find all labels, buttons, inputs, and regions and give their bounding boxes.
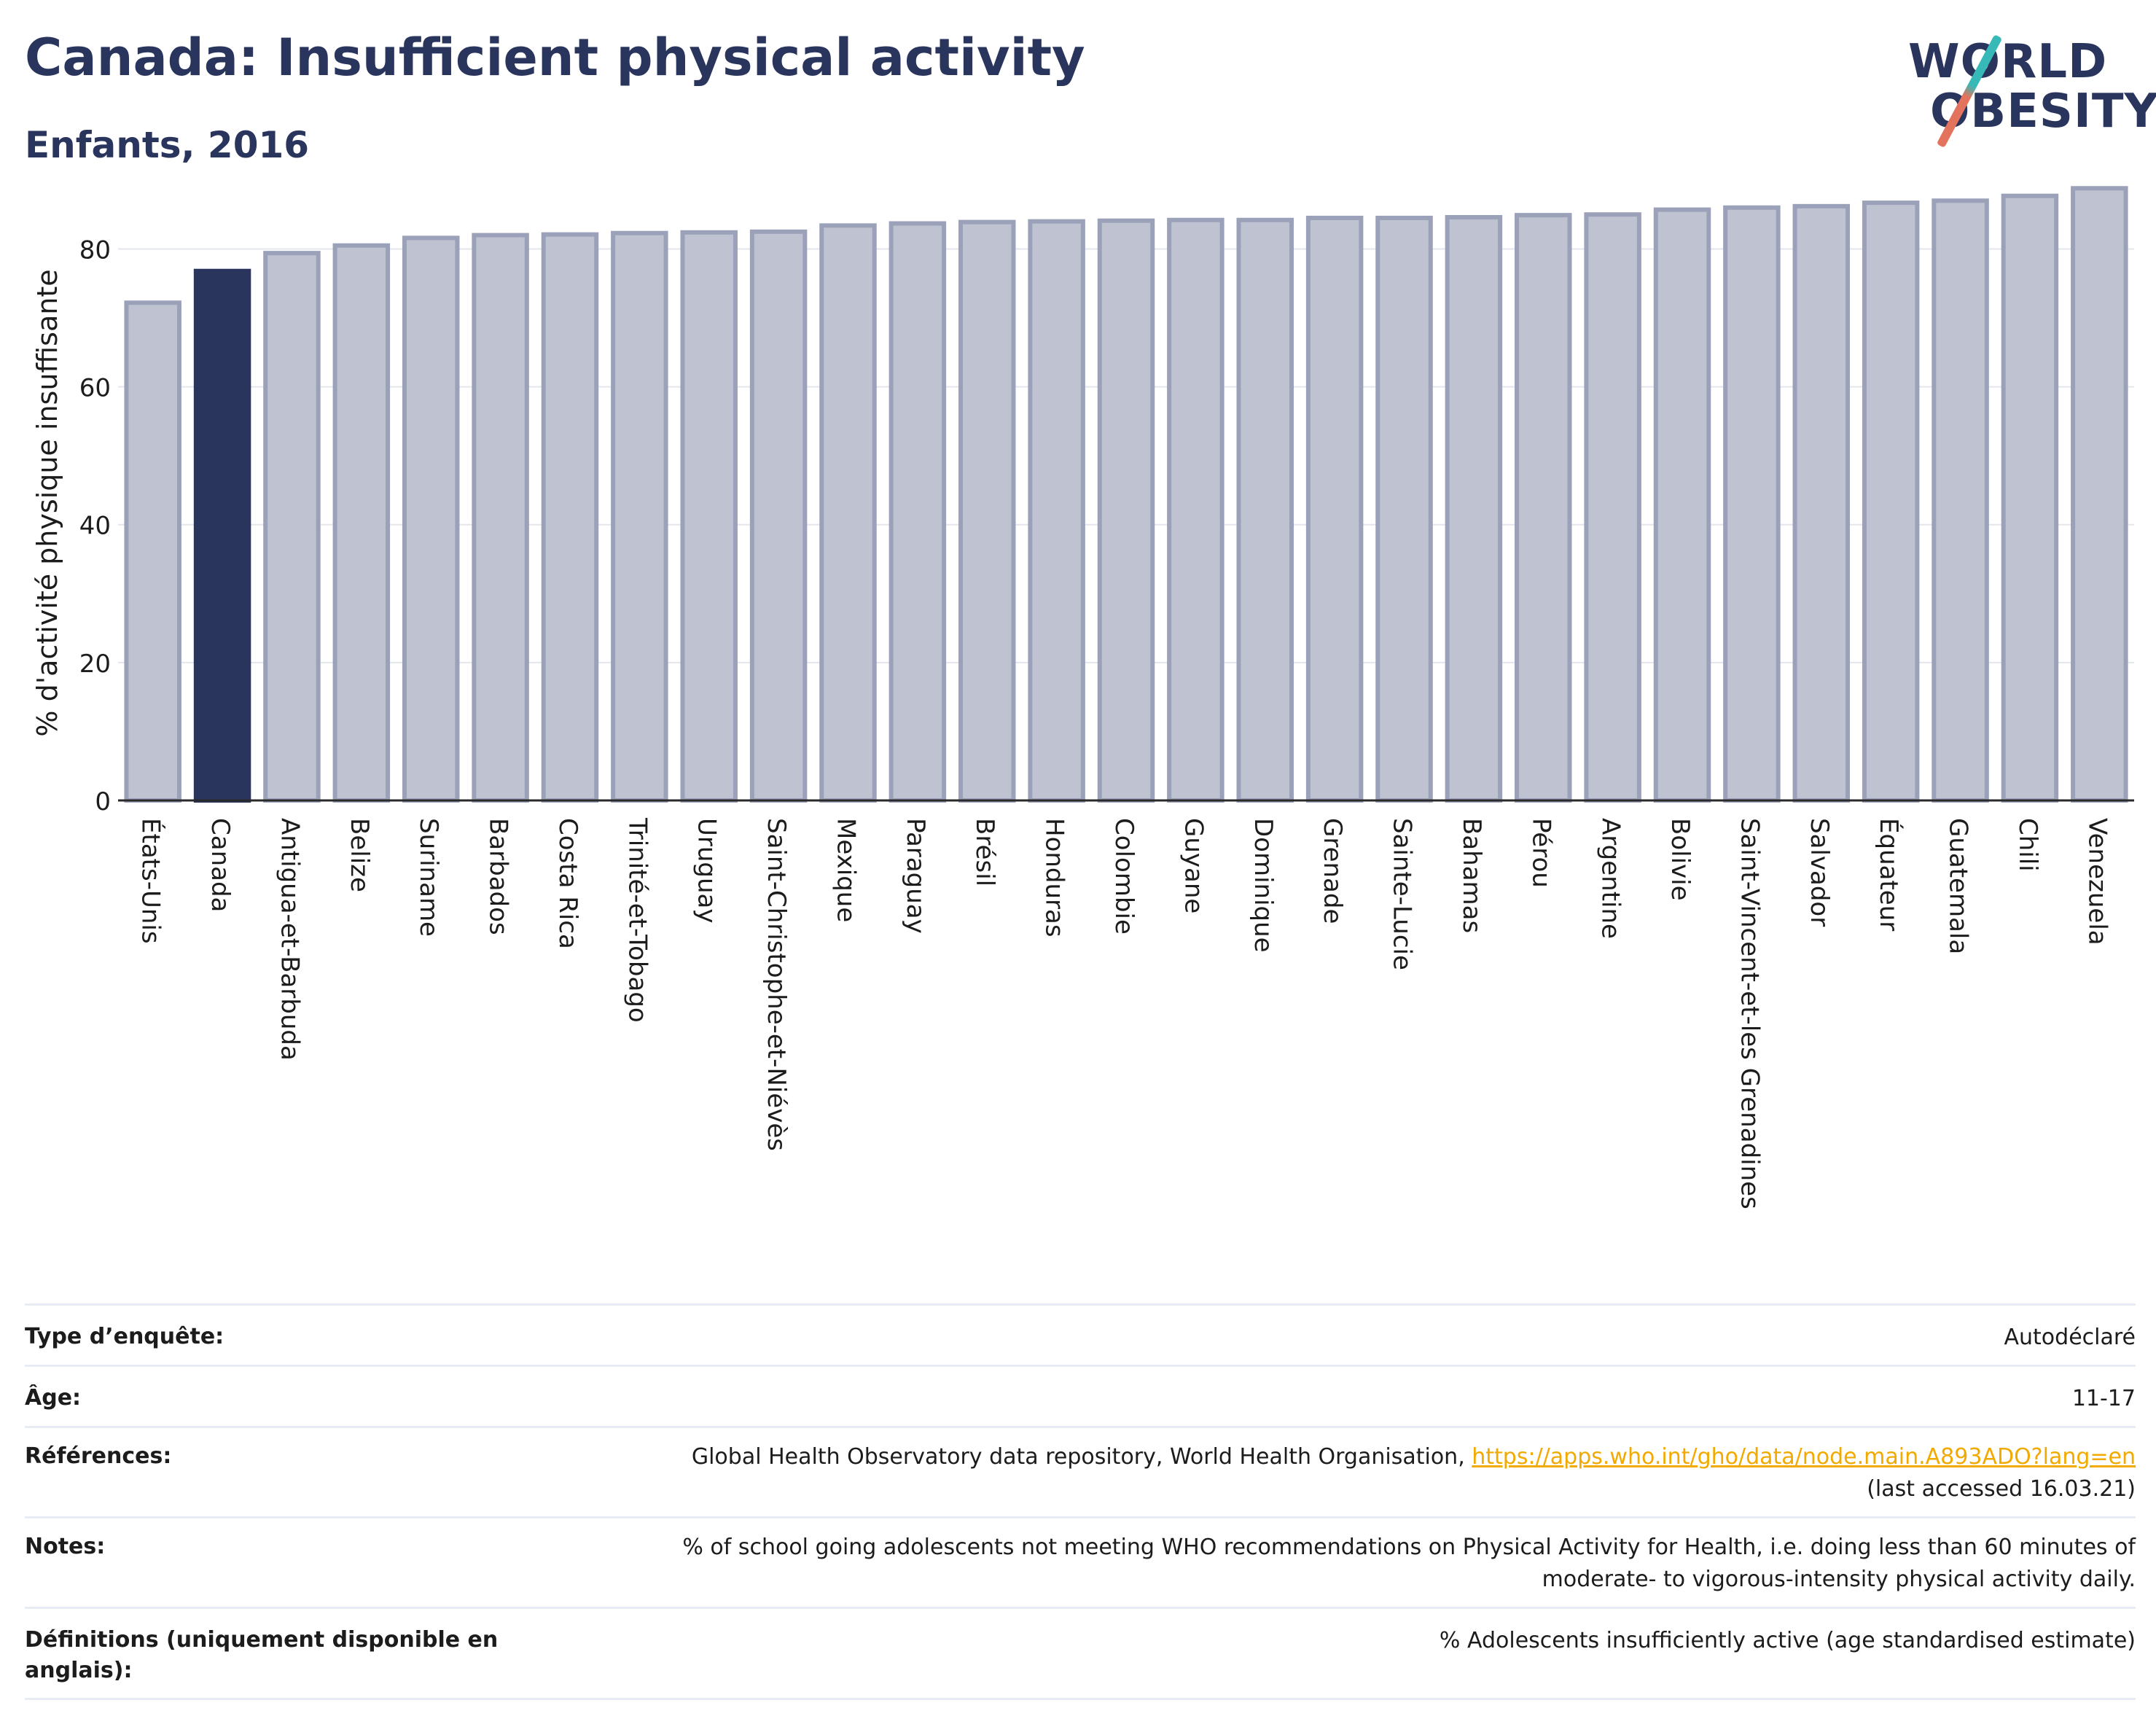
metadata-table: Type d’enquête: Autodéclaré Âge: 11-17 R… bbox=[25, 1303, 2136, 1700]
bar-18[interactable] bbox=[1375, 215, 1433, 803]
notes-value: % of school going adolescents not meetin… bbox=[682, 1532, 2136, 1596]
page-title: Canada: Insufficient physical activity bbox=[25, 28, 1085, 87]
y-tick-label: 80 bbox=[79, 235, 111, 265]
page-subtitle: Enfants, 2016 bbox=[25, 124, 310, 166]
x-tick-label: Grenade bbox=[1318, 818, 1347, 924]
bar-25[interactable] bbox=[1862, 200, 1920, 803]
y-tick-label: 40 bbox=[79, 512, 111, 541]
bar-10[interactable] bbox=[819, 223, 877, 803]
bar-6[interactable] bbox=[541, 232, 599, 803]
bar-20[interactable] bbox=[1515, 213, 1572, 803]
bar-23[interactable] bbox=[1723, 205, 1781, 803]
bar-8[interactable] bbox=[680, 230, 738, 803]
meta-row-references: Références: Global Health Observatory da… bbox=[25, 1426, 2136, 1516]
y-tick-label: 20 bbox=[79, 650, 111, 679]
bar-chart: États-Unis Canada Antigua-et-Barbuda Belize… bbox=[31, 186, 2134, 1209]
x-tick-label: Uruguay bbox=[692, 818, 722, 924]
x-tick-label: Venezuela bbox=[2082, 818, 2112, 946]
x-tick-label: Équateur bbox=[1874, 818, 1904, 931]
x-tick-label: Trinité-et-Tobago bbox=[622, 817, 652, 1023]
bar-21[interactable] bbox=[1584, 212, 1641, 803]
bar-0[interactable] bbox=[124, 300, 181, 803]
x-tick-label: États-Unis bbox=[136, 818, 166, 944]
y-tick-label: 0 bbox=[95, 787, 111, 816]
notes-label: Notes: bbox=[25, 1534, 106, 1559]
bar-4[interactable] bbox=[402, 235, 460, 803]
bar-16[interactable] bbox=[1236, 217, 1294, 803]
bar-13[interactable] bbox=[1028, 219, 1085, 803]
references-value: Global Health Observatory data repositor… bbox=[692, 1441, 2136, 1505]
y-axis-label: % d'activité physique insuffisante bbox=[31, 269, 63, 736]
meta-row-notes: Notes: % of school going adolescents not… bbox=[25, 1516, 2136, 1607]
references-label: Références: bbox=[25, 1443, 172, 1469]
bar-26[interactable] bbox=[1932, 198, 1989, 803]
age-label: Âge: bbox=[25, 1385, 82, 1411]
x-tick-label: Brésil bbox=[970, 818, 999, 886]
age-value: 11-17 bbox=[2071, 1386, 2136, 1411]
x-tick-label: Barbados bbox=[484, 818, 513, 935]
notes-line-1: % of school going adolescents not meetin… bbox=[682, 1535, 2136, 1560]
x-tick-label: Salvador bbox=[1805, 818, 1834, 927]
bar-28[interactable] bbox=[2071, 186, 2128, 803]
x-tick-label: Chili bbox=[2013, 818, 2042, 872]
bars bbox=[124, 186, 2128, 803]
survey-type-value: Autodéclaré bbox=[2004, 1325, 2136, 1350]
x-tick-labels: États-Unis Canada Antigua-et-Barbuda Belize… bbox=[136, 817, 2112, 1209]
x-tick-label: Pérou bbox=[1526, 818, 1555, 888]
x-tick-label: Mexique bbox=[831, 818, 860, 922]
references-text: Global Health Observatory data repositor… bbox=[691, 1444, 1472, 1470]
bar-1[interactable] bbox=[193, 268, 251, 803]
meta-row-age: Âge: 11-17 bbox=[25, 1365, 2136, 1426]
x-tick-label: Guyane bbox=[1179, 818, 1208, 913]
x-tick-label: Canada bbox=[206, 818, 235, 912]
bar-24[interactable] bbox=[1792, 203, 1851, 803]
x-tick-label: Bolivie bbox=[1665, 818, 1695, 901]
bar-5[interactable] bbox=[472, 233, 529, 803]
x-tick-label: Antigua-et-Barbuda bbox=[275, 818, 304, 1061]
x-tick-label: Honduras bbox=[1040, 818, 1069, 937]
bar-3[interactable] bbox=[332, 243, 391, 803]
x-tick-label: Belize bbox=[345, 818, 374, 892]
bar-15[interactable] bbox=[1167, 217, 1225, 803]
bar-7[interactable] bbox=[611, 230, 668, 803]
x-tick-label: Paraguay bbox=[901, 818, 930, 934]
x-tick-label: Costa Rica bbox=[553, 818, 582, 949]
definitions-value: % Adolescents insufficiently active (age… bbox=[1439, 1628, 2136, 1653]
x-tick-label: Colombie bbox=[1109, 818, 1138, 935]
x-tick-label: Saint-Christophe-et-Niévès bbox=[762, 818, 791, 1151]
meta-row-definitions: Définitions (uniquement disponible en an… bbox=[25, 1607, 2136, 1700]
bar-2[interactable] bbox=[263, 251, 321, 803]
x-tick-label: Suriname bbox=[414, 818, 443, 937]
x-tick-label: Saint-Vincent-et-les Grenadines bbox=[1735, 818, 1764, 1209]
x-tick-label: Sainte-Lucie bbox=[1388, 818, 1417, 970]
bar-9[interactable] bbox=[749, 229, 808, 803]
y-tick-labels: 0 20 40 60 80 bbox=[79, 235, 111, 816]
notes-line-2: moderate- to vigorous-intensity physical… bbox=[1542, 1567, 2136, 1592]
bar-22[interactable] bbox=[1653, 207, 1711, 803]
x-tick-label: Guatemala bbox=[1944, 818, 1973, 954]
bar-19[interactable] bbox=[1445, 214, 1503, 803]
x-tick-label: Dominique bbox=[1249, 818, 1278, 953]
world-obesity-logo: WORLD OBESITY bbox=[1895, 22, 2156, 153]
y-tick-label: 60 bbox=[79, 374, 111, 403]
references-suffix: (last accessed 16.03.21) bbox=[1867, 1476, 2136, 1502]
survey-type-label: Type d’enquête: bbox=[25, 1324, 224, 1349]
bar-27[interactable] bbox=[2001, 193, 2059, 803]
meta-row-survey-type: Type d’enquête: Autodéclaré bbox=[25, 1303, 2136, 1365]
references-link[interactable]: https://apps.who.int/gho/data/node.main.… bbox=[1472, 1444, 2136, 1470]
definitions-label: Définitions (uniquement disponible en an… bbox=[25, 1627, 499, 1683]
logo-word-world: WORLD bbox=[1908, 35, 2108, 89]
bar-11[interactable] bbox=[888, 221, 947, 803]
bar-17[interactable] bbox=[1305, 215, 1364, 803]
bar-12[interactable] bbox=[958, 219, 1016, 803]
bar-14[interactable] bbox=[1097, 218, 1155, 803]
x-tick-label: Argentine bbox=[1596, 818, 1625, 939]
x-tick-label: Bahamas bbox=[1457, 818, 1486, 933]
